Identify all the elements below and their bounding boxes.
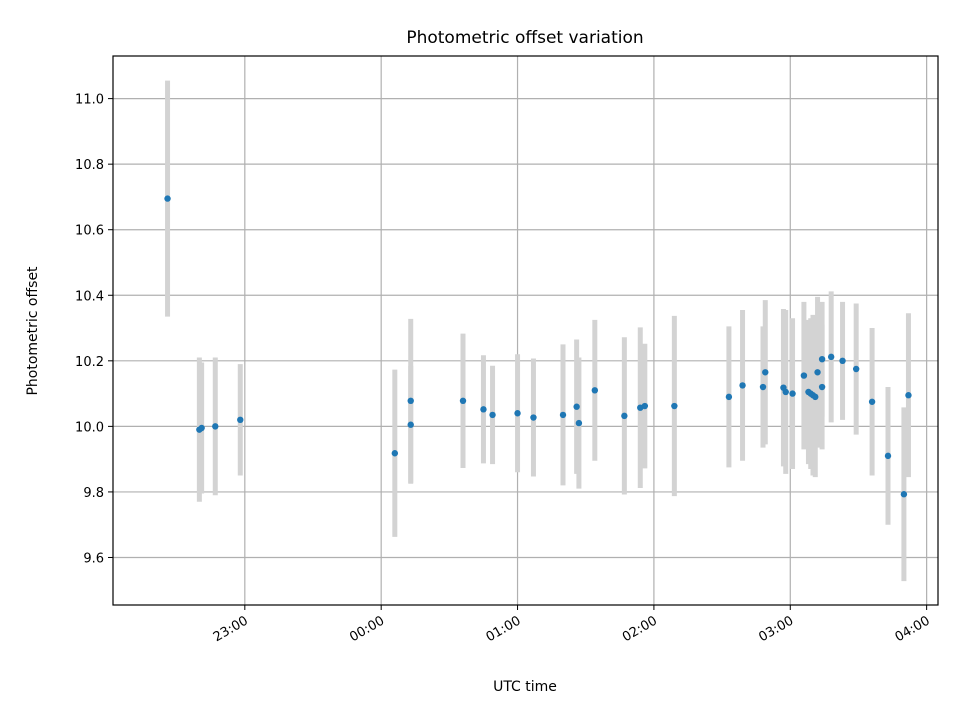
data-point: [164, 195, 171, 202]
data-point: [814, 369, 821, 376]
data-point: [725, 393, 733, 401]
data-point: [812, 393, 819, 401]
data-point: [839, 357, 846, 365]
data-point: [407, 397, 414, 405]
data-points: [164, 195, 912, 498]
data-point: [573, 403, 580, 410]
data-point: [739, 382, 746, 389]
grid-lines: [113, 56, 938, 605]
y-tick-label: 10.4: [75, 289, 104, 304]
y-tick-label: 10.8: [75, 158, 104, 173]
data-point: [641, 402, 649, 410]
y-tick-label: 11.0: [75, 93, 104, 108]
data-point: [900, 491, 908, 498]
data-point: [905, 392, 912, 399]
data-point: [759, 383, 767, 391]
y-tick-label: 10.6: [75, 224, 104, 239]
data-point: [762, 369, 769, 376]
data-point: [827, 353, 835, 361]
data-point: [480, 406, 487, 413]
chart-title: Photometric offset variation: [406, 28, 643, 48]
data-point: [591, 387, 599, 394]
y-axis-label: Photometric offset: [25, 266, 41, 396]
data-point: [818, 355, 826, 363]
data-point: [212, 423, 219, 430]
data-point: [782, 388, 789, 396]
data-point: [852, 365, 860, 373]
data-point: [818, 383, 826, 391]
data-point: [407, 421, 414, 428]
data-point: [884, 452, 892, 460]
data-point: [514, 410, 521, 417]
data-point: [198, 424, 205, 432]
y-tick-label: 9.6: [83, 551, 104, 566]
data-point: [800, 372, 808, 379]
data-point: [621, 412, 628, 420]
data-point: [459, 397, 467, 405]
data-point: [671, 402, 678, 410]
data-point: [530, 414, 537, 421]
data-point: [489, 411, 496, 419]
data-point: [868, 398, 876, 405]
y-tick-label: 10.2: [75, 355, 104, 370]
x-axis-label: UTC time: [493, 679, 557, 695]
plot-frame: [112, 55, 939, 606]
data-point: [391, 450, 399, 457]
y-tick-label: 10.0: [75, 420, 104, 435]
data-point: [237, 416, 244, 424]
data-point: [559, 411, 567, 419]
y-tick-label: 9.8: [83, 486, 104, 501]
data-point: [789, 390, 796, 397]
data-point: [575, 419, 583, 427]
